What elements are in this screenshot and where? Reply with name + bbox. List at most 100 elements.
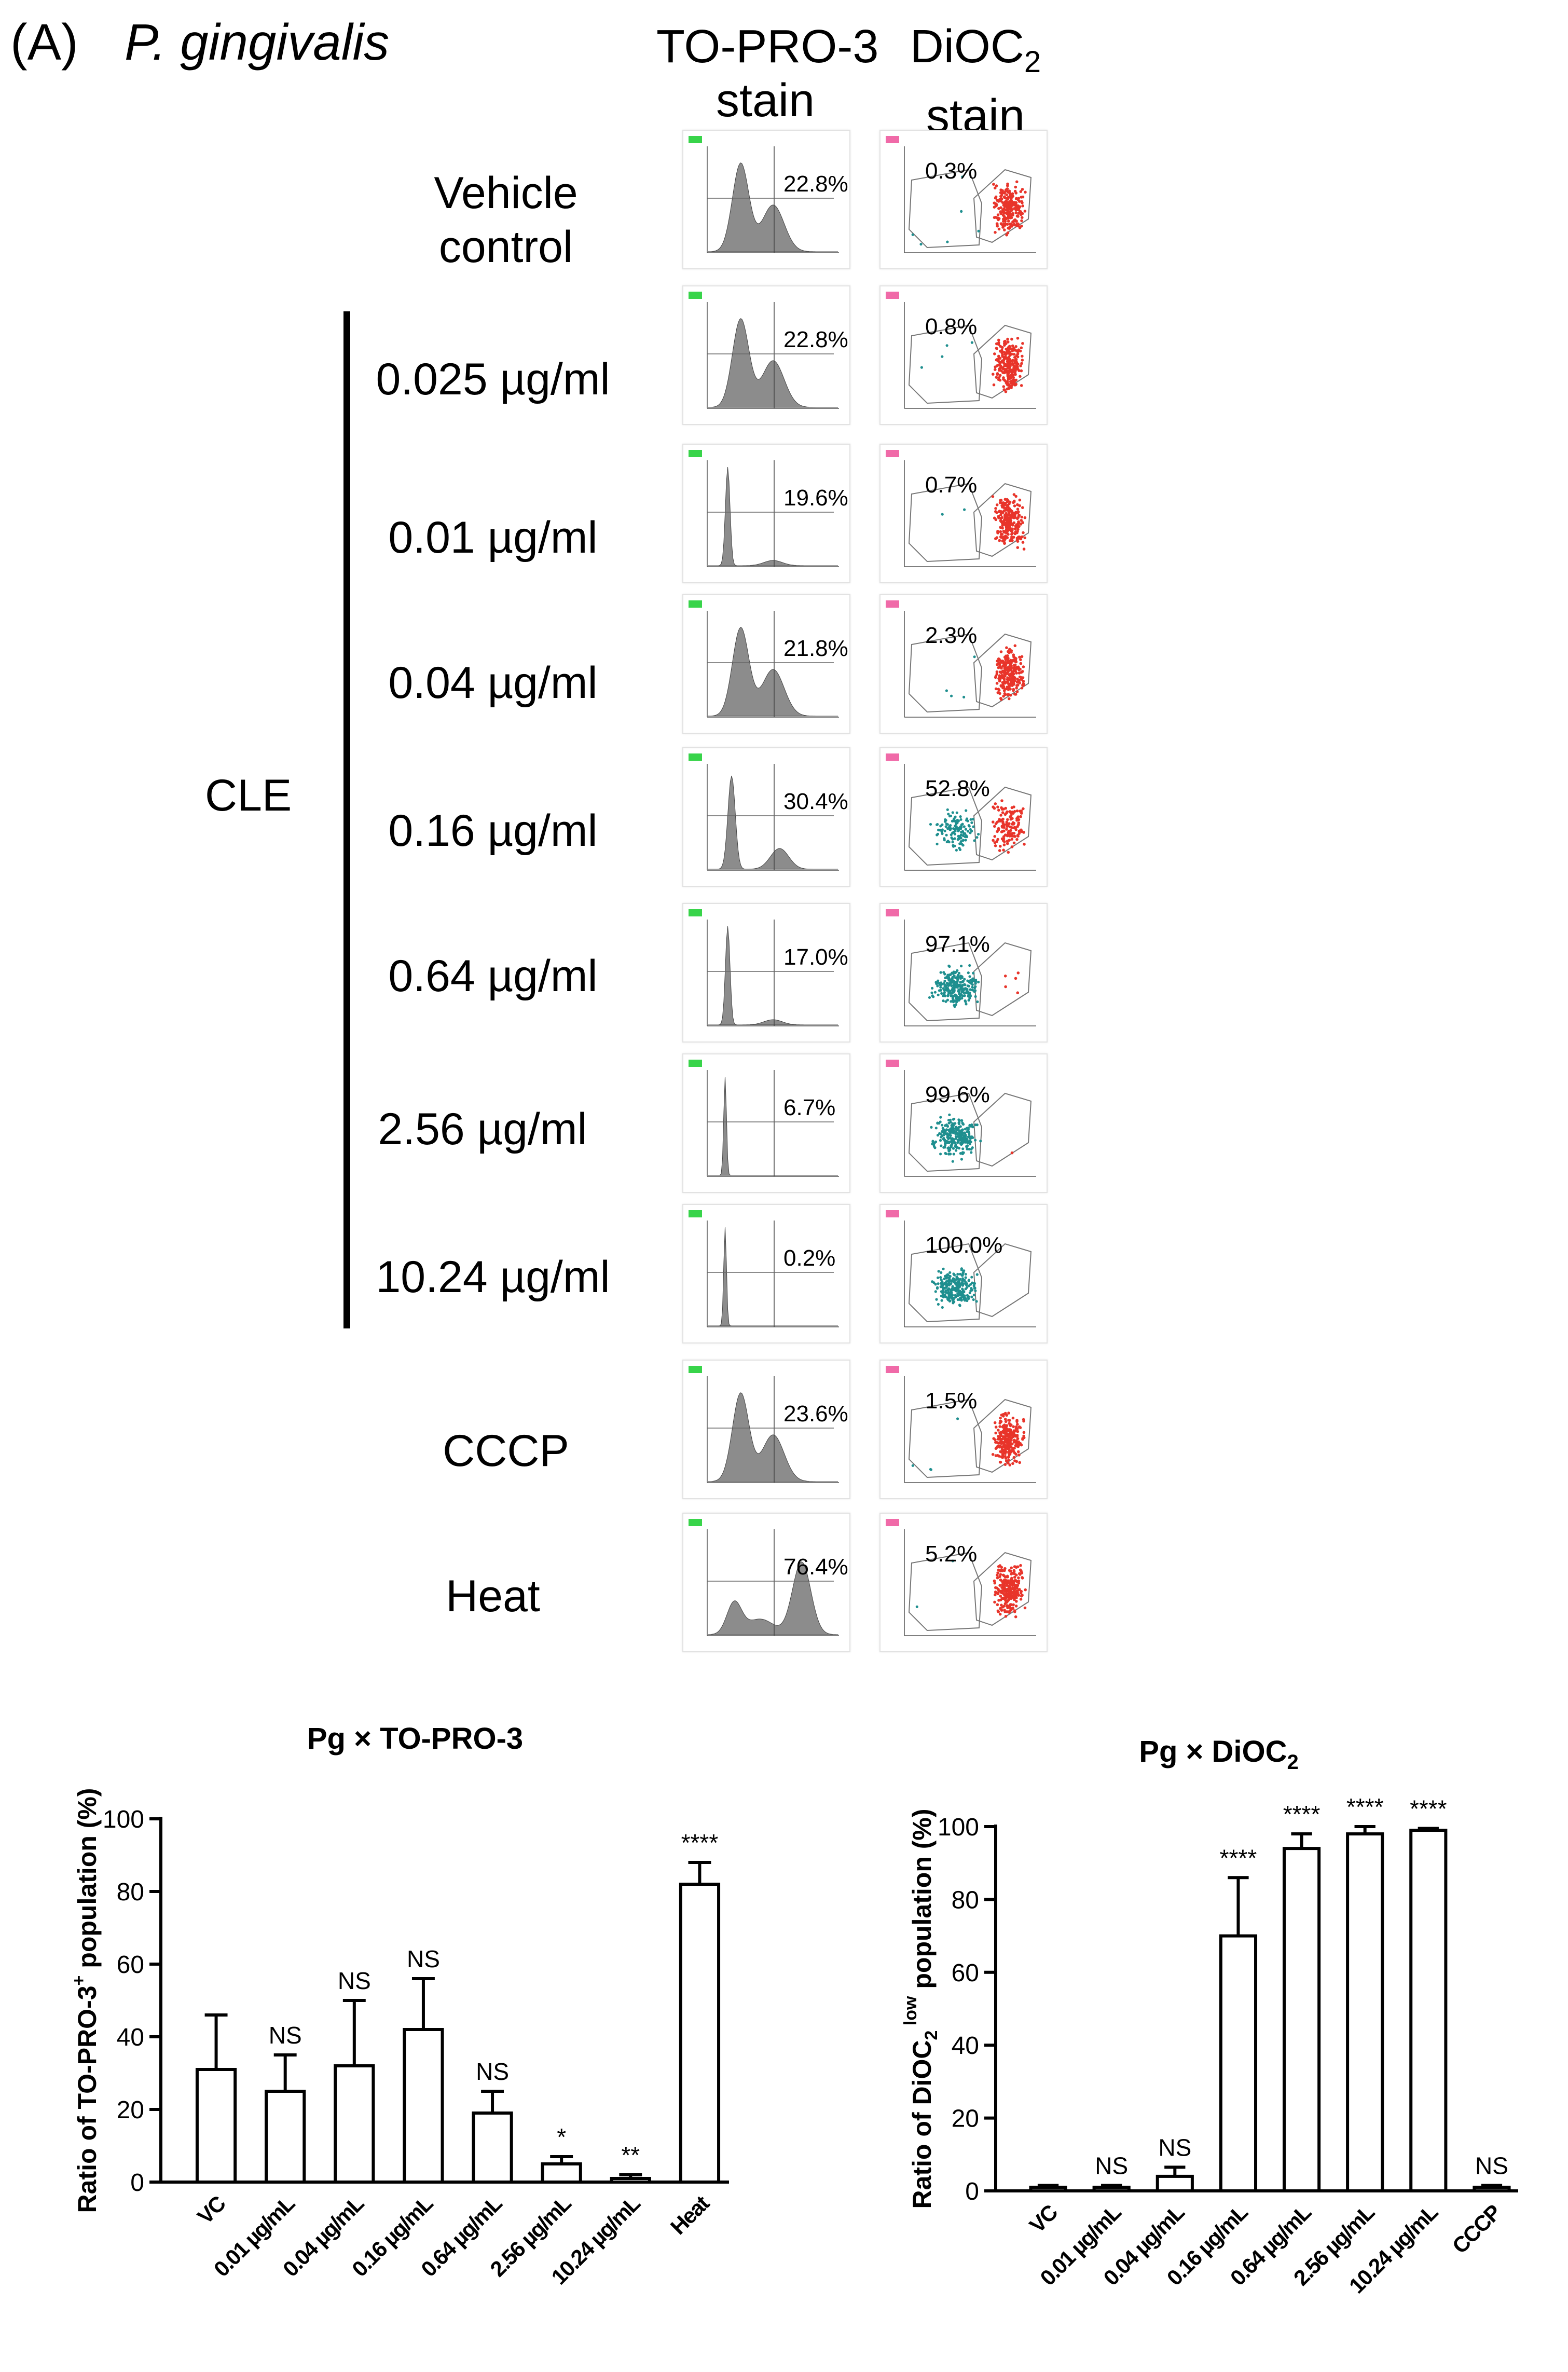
high-event-dot xyxy=(996,1592,1000,1596)
high-event-dot xyxy=(1020,515,1024,519)
high-event-dot xyxy=(1014,511,1017,514)
high-gate-polygon xyxy=(973,324,1032,399)
high-event-dot xyxy=(1015,222,1019,226)
low-event-dot xyxy=(937,1270,940,1273)
low-event-dot xyxy=(951,1137,954,1140)
high-event-dot xyxy=(1002,217,1005,221)
high-event-dot xyxy=(1019,815,1022,818)
high-event-dot xyxy=(1011,680,1014,684)
high-event-dot xyxy=(1016,1450,1020,1454)
low-event-dot xyxy=(945,1277,948,1280)
low-event-dot xyxy=(955,1137,958,1140)
low-event-dot xyxy=(957,834,960,838)
high-event-dot xyxy=(1008,1435,1011,1438)
high-event-dot xyxy=(1020,196,1023,199)
low-event-dot xyxy=(953,819,956,822)
low-event-dot xyxy=(941,823,944,826)
high-event-dot xyxy=(1009,1433,1012,1436)
low-event-dot xyxy=(937,828,940,832)
low-event-dot xyxy=(967,1279,970,1282)
high-event-dot xyxy=(999,364,1002,368)
high-event-dot xyxy=(1016,1430,1020,1433)
high-event-dot xyxy=(1022,1436,1026,1439)
high-event-dot xyxy=(997,338,1000,342)
high-event-dot xyxy=(1014,977,1017,980)
low-event-dot xyxy=(941,513,944,516)
dioc-scatter-panel xyxy=(879,1053,1048,1193)
low-event-dot xyxy=(930,991,933,994)
low-event-dot xyxy=(977,980,980,984)
high-event-dot xyxy=(1019,210,1022,213)
low-event-dot xyxy=(954,1135,958,1138)
low-event-dot xyxy=(940,1278,943,1281)
high-event-dot xyxy=(1002,843,1006,846)
high-event-dot xyxy=(1014,1565,1017,1569)
high-event-dot xyxy=(993,1581,997,1585)
low-event-dot xyxy=(920,366,923,369)
high-event-dot xyxy=(996,1576,999,1580)
high-event-dot xyxy=(1004,355,1007,358)
high-event-dot xyxy=(998,1441,1001,1444)
significance-label: **** xyxy=(1346,1793,1384,1820)
low-event-dot xyxy=(937,1302,940,1306)
low-event-dot xyxy=(958,827,961,830)
low-event-dot xyxy=(965,1145,968,1148)
low-event-dot xyxy=(940,1299,943,1302)
low-event-dot xyxy=(960,1267,963,1270)
low-event-dot xyxy=(948,1113,951,1116)
high-event-dot xyxy=(1001,355,1004,358)
low-event-dot xyxy=(960,830,963,833)
low-event-dot xyxy=(965,809,968,812)
low-event-dot xyxy=(968,1131,971,1135)
high-event-dot xyxy=(1003,503,1007,506)
high-event-dot xyxy=(1008,191,1011,195)
bar xyxy=(334,2064,375,2184)
low-event-dot xyxy=(974,1289,977,1292)
low-event-dot xyxy=(942,1131,945,1134)
high-event-dot xyxy=(1004,985,1007,989)
high-event-dot xyxy=(1012,1588,1015,1592)
high-event-dot xyxy=(994,1441,997,1444)
row-label: 0.025 µg/ml xyxy=(358,352,628,406)
low-gate-polygon xyxy=(908,1552,983,1631)
low-event-dot xyxy=(962,1271,965,1274)
high-event-dot xyxy=(994,1447,998,1450)
low-event-dot xyxy=(937,1276,940,1279)
histogram-curve xyxy=(708,1227,838,1326)
low-event-dot xyxy=(946,827,950,830)
low-event-dot xyxy=(957,1147,961,1150)
high-event-dot xyxy=(996,838,999,841)
high-event-dot xyxy=(1008,648,1011,651)
high-event-dot xyxy=(1005,1610,1009,1613)
high-event-dot xyxy=(1016,683,1020,687)
high-event-dot xyxy=(1003,975,1007,978)
high-event-dot xyxy=(995,376,998,379)
high-event-dot xyxy=(1015,687,1018,690)
high-event-dot xyxy=(998,1584,1001,1587)
row-label-line1: Vehicle xyxy=(434,168,578,218)
high-event-dot xyxy=(999,499,1002,502)
low-event-dot xyxy=(971,989,974,992)
low-event-dot xyxy=(939,1139,942,1142)
low-event-dot xyxy=(964,1128,967,1131)
low-event-dot xyxy=(934,1283,937,1286)
high-event-dot xyxy=(1012,1456,1016,1459)
high-gate-polygon xyxy=(973,1398,1032,1473)
high-event-dot xyxy=(1016,1565,1020,1569)
low-event-dot xyxy=(970,1276,973,1279)
high-event-dot xyxy=(1022,1431,1026,1434)
high-event-dot xyxy=(994,518,998,522)
high-gate-polygon xyxy=(973,1243,1032,1318)
low-event-dot xyxy=(944,994,947,997)
high-event-dot xyxy=(999,350,1002,353)
y-tick-label: 40 xyxy=(952,2032,979,2060)
high-event-dot xyxy=(1006,337,1009,341)
high-event-dot xyxy=(1016,1422,1019,1426)
bar xyxy=(1346,1832,1384,2193)
low-event-dot xyxy=(911,1464,914,1467)
high-event-dot xyxy=(1011,684,1014,687)
y-axis-label-end: population (%) xyxy=(73,1788,102,1976)
high-event-dot xyxy=(1015,1435,1019,1438)
low-event-dot xyxy=(962,1151,965,1154)
topro-percentage: 30.4% xyxy=(783,789,848,814)
